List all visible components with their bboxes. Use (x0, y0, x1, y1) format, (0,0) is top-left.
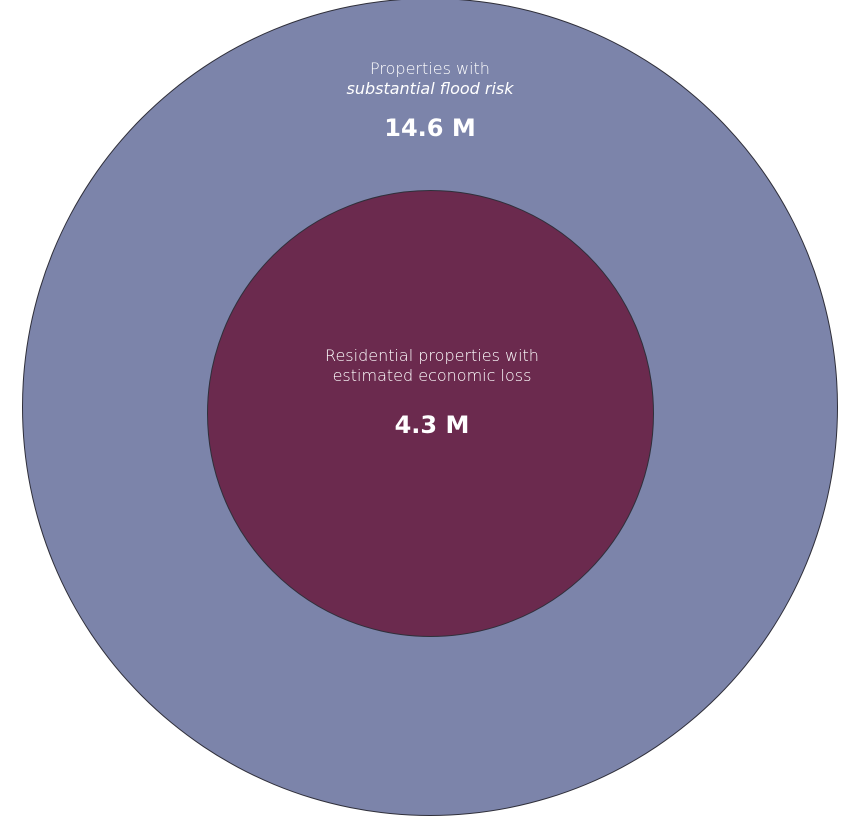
inner-circle-value: 4.3 M (394, 411, 470, 439)
outer-circle-value: 14.6 M (384, 114, 476, 142)
inner-circle-label: Residential properties with estimated ec… (264, 346, 600, 440)
outer-label-line-2: substantial flood risk (346, 79, 514, 98)
outer-label-line-1: Properties with (370, 59, 490, 78)
inner-label-line-2: estimated economic loss (332, 366, 532, 385)
inner-circle-economic-loss (207, 190, 654, 637)
inner-label-line-1: Residential properties with (325, 346, 539, 365)
outer-circle-label: Properties with substantial flood risk 1… (280, 59, 580, 143)
